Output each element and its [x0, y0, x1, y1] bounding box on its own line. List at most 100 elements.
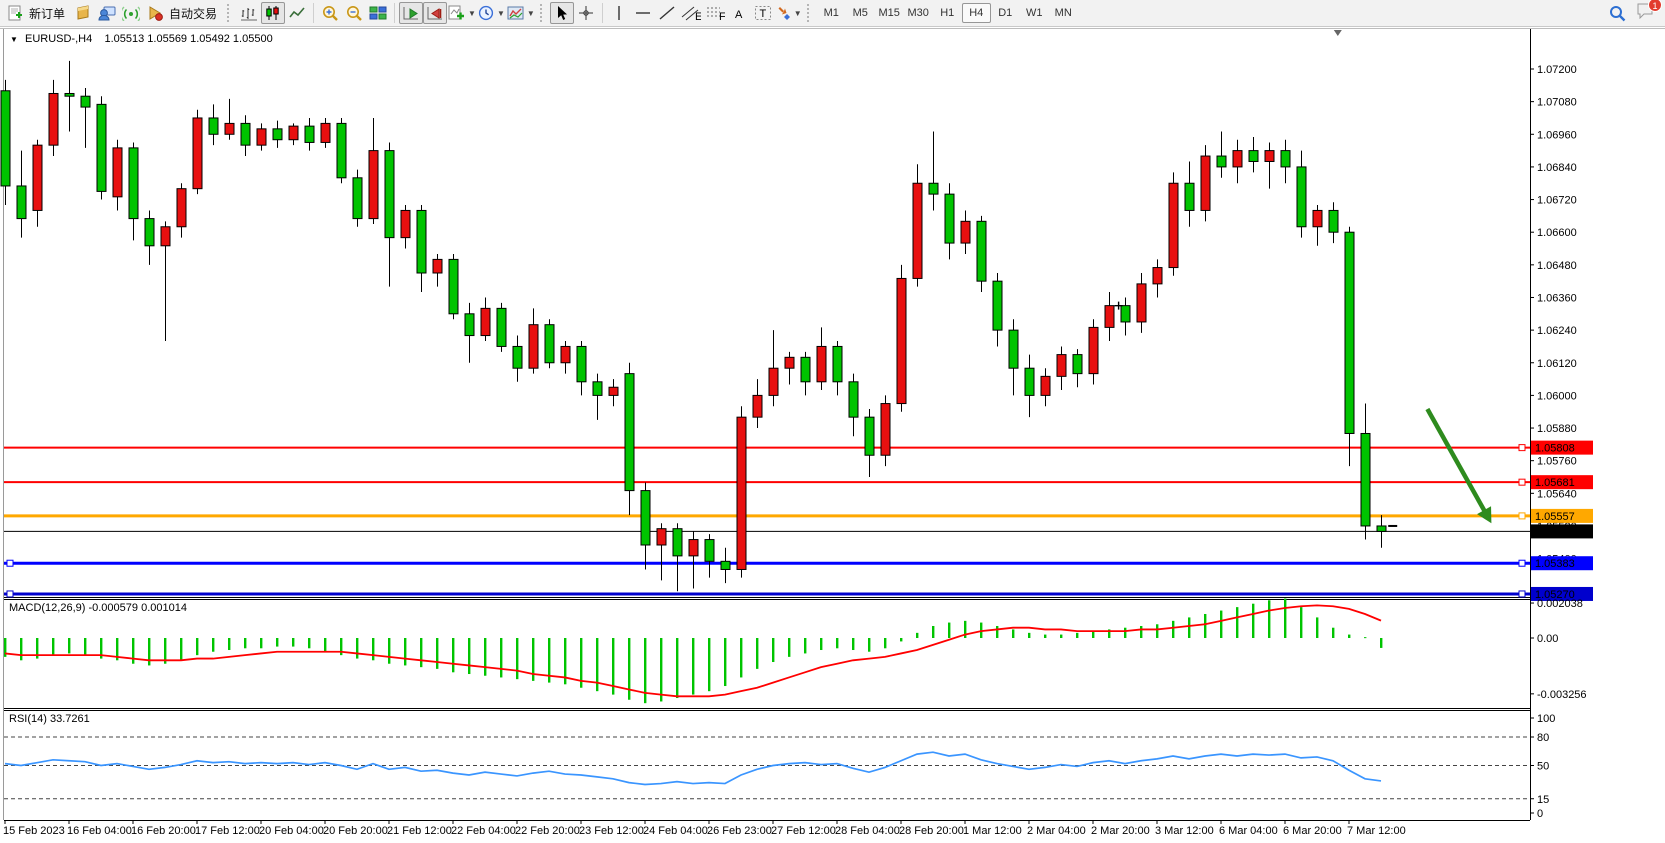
macd-signal-line — [4, 604, 1382, 698]
zoom-in-button[interactable] — [318, 2, 342, 24]
macd-histogram-bar — [196, 638, 199, 656]
price-line-badge-label: 1.05500 — [1535, 526, 1575, 538]
trend-arrow-line[interactable] — [1425, 407, 1488, 514]
indicators-button[interactable]: ▼ — [447, 2, 477, 24]
macd-histogram-bar — [180, 638, 183, 661]
hline-handle[interactable] — [6, 559, 14, 567]
macd-histogram-bar — [1188, 617, 1191, 638]
price-axis-tick-label: 1.05880 — [1537, 423, 1577, 435]
candle — [832, 345, 843, 383]
hline-handle[interactable] — [1518, 559, 1526, 567]
timeframe-button-m15[interactable]: M15 — [878, 7, 900, 19]
tile-windows-button[interactable] — [366, 2, 390, 24]
add-indicator-icon — [448, 5, 465, 20]
macd-histogram-bar — [468, 638, 471, 675]
fibonacci-tool-button[interactable]: F — [703, 2, 727, 24]
chart-shift-button[interactable] — [423, 2, 448, 24]
chart-shift-marker[interactable] — [1333, 30, 1342, 36]
trend-arrow-head[interactable] — [1477, 506, 1492, 524]
line-chart-mode-button[interactable] — [285, 2, 309, 24]
timeframe-button-h1[interactable]: H1 — [940, 7, 955, 19]
timeframe-button-m5[interactable]: M5 — [852, 7, 868, 19]
new-order-button[interactable] — [3, 2, 27, 24]
profile-button[interactable] — [71, 2, 95, 24]
macd-histogram-bar — [756, 638, 759, 669]
autotrading-button[interactable] — [143, 2, 167, 24]
periods-button[interactable]: ▼ — [477, 2, 506, 24]
time-axis-label: 28 Feb 20:00 — [899, 825, 964, 837]
macd-histogram-bar — [1364, 637, 1367, 639]
crosshair-tool-button[interactable] — [574, 2, 598, 24]
hline-handle[interactable] — [1518, 478, 1526, 486]
timeframe-button-mn[interactable]: MN — [1054, 7, 1072, 19]
candle — [1248, 150, 1259, 162]
macd-histogram-bar — [356, 638, 359, 659]
timeframe-button-m1[interactable]: M1 — [823, 7, 839, 19]
vertical-line-tool-button[interactable] — [607, 2, 631, 24]
candle — [976, 220, 987, 282]
candle — [1232, 150, 1243, 168]
timeframe-button-m30[interactable]: M30 — [907, 7, 929, 19]
hline-handle[interactable] — [1518, 512, 1526, 520]
cursor-tool-button[interactable] — [549, 2, 574, 24]
candle — [384, 150, 395, 239]
rsi-axis-tick-label: 15 — [1537, 794, 1549, 806]
rsi-line — [4, 751, 1382, 786]
bar-chart-mode-button[interactable] — [237, 2, 261, 24]
candle — [464, 313, 475, 337]
dropdown-caret-icon: ▼ — [526, 8, 535, 18]
templates-button[interactable]: ▼ — [506, 2, 536, 24]
text-icon: A — [735, 9, 743, 21]
candle — [672, 528, 683, 557]
autotrading-label[interactable]: 自动交易 — [169, 6, 218, 21]
candle — [768, 367, 779, 396]
macd-histogram-bar — [804, 638, 807, 654]
macd-histogram-bar — [836, 638, 839, 649]
hline-handle[interactable] — [1518, 444, 1526, 452]
notifications-button[interactable]: 1 — [1636, 0, 1662, 24]
timeframe-group: M1 M5 M15 M30 H1 H4 D1 W1 MN — [817, 3, 1078, 23]
text-tool-button[interactable]: A — [727, 2, 751, 24]
macd-histogram-bar — [420, 638, 423, 668]
hline-handle[interactable] — [6, 590, 14, 598]
macd-histogram-bar — [1156, 624, 1159, 638]
candle — [448, 258, 459, 315]
trendline-tool-button[interactable] — [655, 2, 679, 24]
zoom-in-icon — [323, 5, 338, 21]
hline-handle[interactable] — [1518, 590, 1526, 598]
candle — [368, 150, 379, 220]
svg-text:F: F — [719, 11, 725, 21]
macd-histogram-bar — [20, 638, 23, 661]
macd-histogram-bar — [532, 638, 535, 681]
timeframe-button-h4[interactable]: H4 — [961, 3, 991, 23]
candle — [144, 218, 155, 247]
macd-histogram-bar — [1060, 634, 1063, 638]
zoom-out-button[interactable] — [342, 2, 366, 24]
macd-histogram-bar — [1172, 620, 1175, 638]
timeframe-button-w1[interactable]: W1 — [1025, 7, 1043, 19]
macd-histogram-bar — [1012, 629, 1015, 638]
accounts-button[interactable] — [95, 2, 119, 24]
candle — [512, 345, 523, 369]
macd-histogram-bar — [292, 638, 295, 647]
candlestick-mode-button[interactable] — [261, 2, 286, 24]
arrows-tool-button[interactable]: ▼ — [775, 2, 803, 24]
candle — [528, 324, 539, 369]
candle — [816, 345, 827, 383]
text-label-tool-button[interactable]: T — [751, 2, 775, 24]
signals-button[interactable] — [119, 2, 143, 24]
horizontal-line-tool-button[interactable] — [631, 2, 655, 24]
timeframe-button-d1[interactable]: D1 — [998, 7, 1013, 19]
price-line-badge — [1531, 508, 1593, 523]
symbol-dropdown-icon[interactable]: ▼ — [10, 35, 18, 44]
new-order-label[interactable]: 新订单 — [29, 6, 66, 21]
price-line-badge — [1531, 586, 1593, 601]
search-icon[interactable] — [1609, 5, 1626, 22]
candle — [864, 416, 875, 456]
macd-histogram-bar — [244, 638, 247, 649]
macd-histogram-bar — [452, 638, 455, 673]
candle — [1168, 182, 1179, 269]
auto-scroll-button[interactable] — [399, 2, 424, 24]
channel-tool-button[interactable]: E — [679, 2, 703, 24]
